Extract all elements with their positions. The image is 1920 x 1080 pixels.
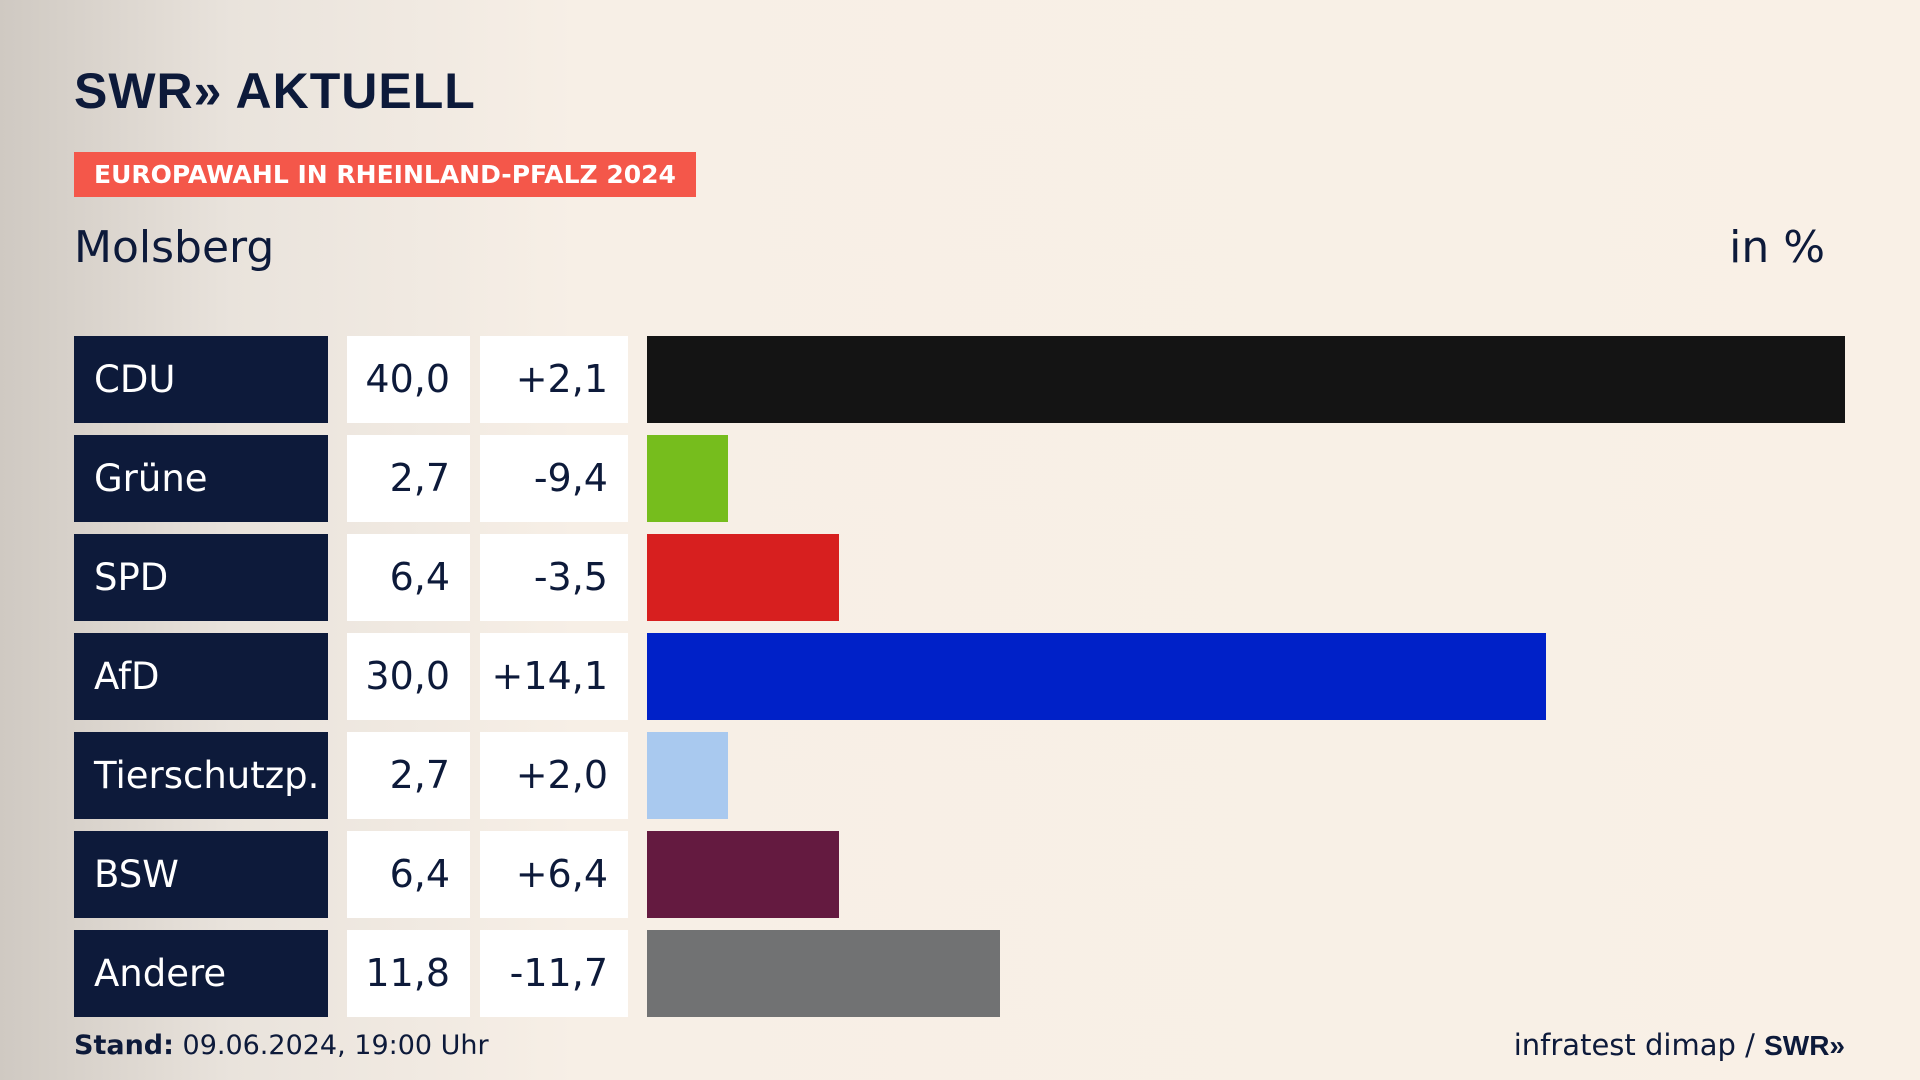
result-bar — [647, 435, 728, 522]
result-bar — [647, 336, 1845, 423]
vote-share-value: 2,7 — [347, 732, 470, 819]
vote-change-value: -9,4 — [480, 435, 628, 522]
result-row: BSW 6,4 +6,4 — [0, 831, 1920, 918]
vote-share-value: 30,0 — [347, 633, 470, 720]
party-label: Andere — [74, 930, 328, 1017]
vote-share-value: 2,7 — [347, 435, 470, 522]
party-label: CDU — [74, 336, 328, 423]
result-bar — [647, 732, 728, 819]
party-label: Grüne — [74, 435, 328, 522]
result-row: CDU 40,0 +2,1 — [0, 336, 1920, 423]
unit-label: in % — [1729, 222, 1825, 273]
result-bar — [647, 633, 1546, 720]
result-row: SPD 6,4 -3,5 — [0, 534, 1920, 621]
result-row: AfD 30,0 +14,1 — [0, 633, 1920, 720]
source-brand: SWR» — [1764, 1030, 1845, 1061]
party-label: AfD — [74, 633, 328, 720]
election-tag: EUROPAWAHL IN RHEINLAND-PFALZ 2024 — [74, 152, 696, 197]
result-row: Tierschutzp. 2,7 +2,0 — [0, 732, 1920, 819]
source-text: infratest dimap / — [1513, 1028, 1755, 1062]
result-bar — [647, 831, 839, 918]
vote-change-value: -3,5 — [480, 534, 628, 621]
source-credit: infratest dimap / SWR» — [1514, 1028, 1845, 1062]
place-title: Molsberg — [74, 222, 275, 273]
stand-value: 09.06.2024, 19:00 Uhr — [182, 1030, 489, 1061]
result-bar — [647, 930, 1000, 1017]
party-label: Tierschutzp. — [74, 732, 328, 819]
logo-text: SWR» AKTUELL — [74, 63, 476, 119]
result-row: Grüne 2,7 -9,4 — [0, 435, 1920, 522]
party-label: BSW — [74, 831, 328, 918]
timestamp: Stand: 09.06.2024, 19:00 Uhr — [74, 1030, 489, 1061]
party-label: SPD — [74, 534, 328, 621]
vote-share-value: 6,4 — [347, 534, 470, 621]
vote-change-value: +14,1 — [480, 633, 628, 720]
result-row: Andere 11,8 -11,7 — [0, 930, 1920, 1017]
vote-change-value: +2,0 — [480, 732, 628, 819]
vote-share-value: 6,4 — [347, 831, 470, 918]
vote-change-value: +6,4 — [480, 831, 628, 918]
vote-share-value: 11,8 — [347, 930, 470, 1017]
swr-aktuell-logo: SWR» AKTUELL — [74, 66, 476, 116]
vote-share-value: 40,0 — [347, 336, 470, 423]
stand-label: Stand: — [74, 1030, 174, 1061]
result-bar — [647, 534, 839, 621]
vote-change-value: -11,7 — [480, 930, 628, 1017]
vote-change-value: +2,1 — [480, 336, 628, 423]
